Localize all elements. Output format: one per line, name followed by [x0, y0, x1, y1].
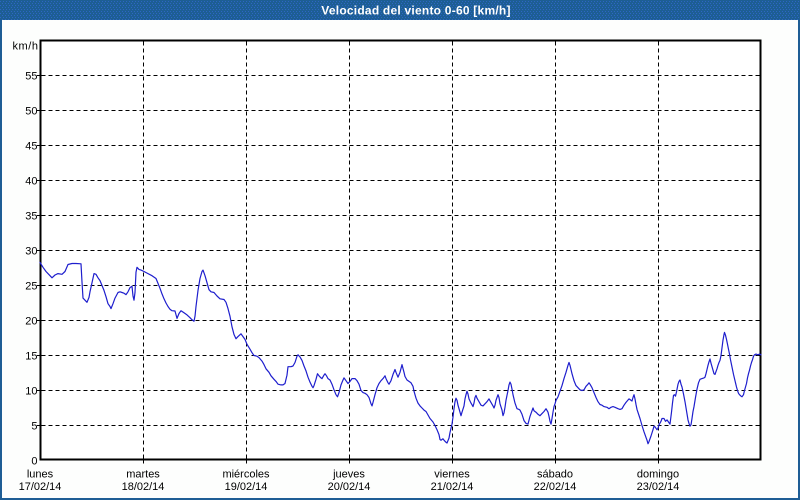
- svg-text:domingo: domingo: [637, 469, 679, 481]
- svg-text:lunes: lunes: [27, 469, 54, 481]
- svg-text:20: 20: [25, 315, 37, 327]
- svg-text:45: 45: [25, 140, 37, 152]
- svg-text:0: 0: [31, 455, 37, 467]
- svg-text:miércoles: miércoles: [222, 469, 270, 481]
- svg-text:22/02/14: 22/02/14: [534, 481, 577, 493]
- svg-text:20/02/14: 20/02/14: [328, 481, 371, 493]
- svg-text:23/02/14: 23/02/14: [637, 481, 680, 493]
- svg-text:sábado: sábado: [537, 469, 573, 481]
- svg-text:Velocidad del viento 0-60 [km/: Velocidad del viento 0-60 [km/h]: [321, 4, 510, 18]
- svg-text:50: 50: [25, 105, 37, 117]
- svg-text:km/h: km/h: [12, 41, 38, 53]
- svg-text:35: 35: [25, 210, 37, 222]
- svg-text:30: 30: [25, 245, 37, 257]
- svg-text:40: 40: [25, 175, 37, 187]
- svg-text:17/02/14: 17/02/14: [19, 481, 62, 493]
- svg-text:martes: martes: [126, 469, 160, 481]
- svg-text:15: 15: [25, 350, 37, 362]
- svg-text:55: 55: [25, 70, 37, 82]
- svg-text:jueves: jueves: [332, 469, 365, 481]
- svg-text:5: 5: [31, 420, 37, 432]
- svg-text:19/02/14: 19/02/14: [225, 481, 268, 493]
- svg-text:10: 10: [25, 385, 37, 397]
- svg-text:viernes: viernes: [434, 469, 470, 481]
- svg-text:21/02/14: 21/02/14: [431, 481, 474, 493]
- svg-text:18/02/14: 18/02/14: [122, 481, 165, 493]
- svg-text:25: 25: [25, 280, 37, 292]
